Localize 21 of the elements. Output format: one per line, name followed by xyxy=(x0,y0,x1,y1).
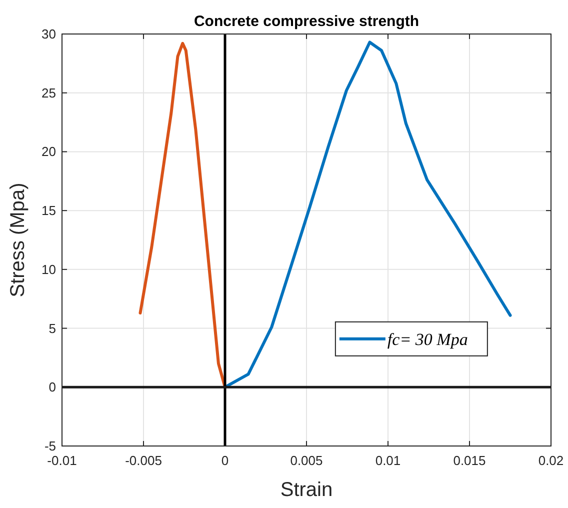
x-tick-label: 0.015 xyxy=(453,453,486,468)
y-axis-title: Stress (Mpa) xyxy=(7,182,29,298)
x-axis-title: Strain xyxy=(280,479,333,501)
x-tick-label: 0.005 xyxy=(290,453,323,468)
chart-title: Concrete compressive strength xyxy=(194,13,420,30)
x-tick-label: -0.005 xyxy=(125,453,162,468)
x-tick-label: 0.02 xyxy=(538,453,564,468)
y-tick-label: 15 xyxy=(42,203,56,218)
y-tick-label: 30 xyxy=(42,26,56,42)
y-tick-label: 25 xyxy=(42,85,56,100)
x-tick-label: 0 xyxy=(221,453,229,468)
y-tick-label: 5 xyxy=(48,320,56,336)
y-tick-label: 20 xyxy=(42,144,56,160)
y-tick-label: 0 xyxy=(48,380,56,395)
line-series xyxy=(138,42,226,389)
x-tick-label: 0.01 xyxy=(375,453,401,468)
y-tick-label: 10 xyxy=(42,262,56,277)
line-series xyxy=(224,40,512,389)
y-tick-label: -5 xyxy=(44,438,56,454)
legend-label: fc= 30 Mpa xyxy=(387,330,468,349)
x-tick-label: -0.01 xyxy=(47,453,77,468)
